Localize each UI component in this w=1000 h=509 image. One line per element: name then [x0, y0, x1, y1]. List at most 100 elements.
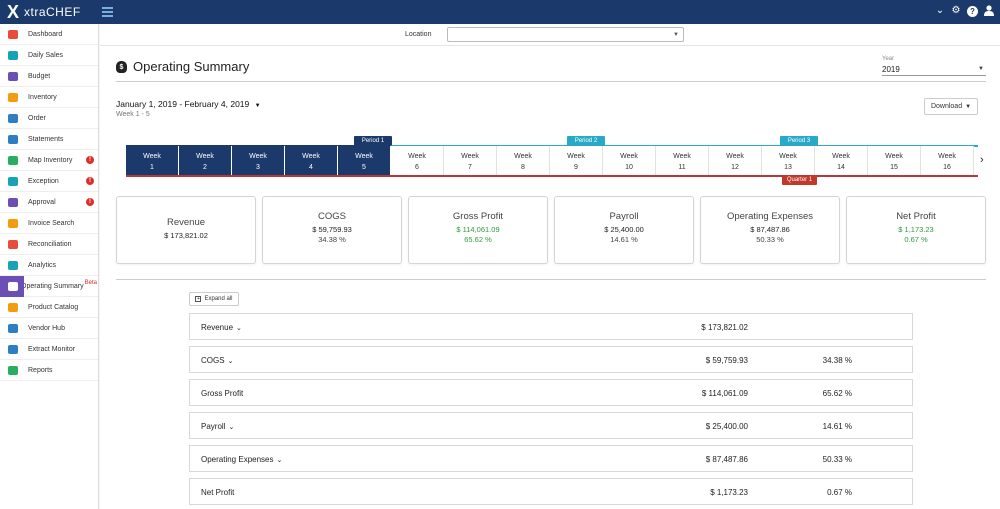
gear-icon[interactable]: ⚙ [951, 5, 961, 16]
period-label: Period 3 [787, 138, 811, 144]
week-cell[interactable]: Week 1 [126, 146, 179, 176]
expand-icon: + [195, 296, 202, 302]
card-title: Payroll [609, 211, 639, 222]
date-range-select[interactable]: January 1, 2019 - February 4, 2019 ▼ [116, 99, 261, 109]
week-cell[interactable]: Week 7 [444, 146, 497, 176]
row-label-text: Operating Expenses [201, 455, 274, 464]
week-cell[interactable]: Week 4 [285, 146, 338, 176]
chevron-right-icon[interactable]: › [980, 154, 984, 166]
brand-name: xtraCHEF [24, 5, 81, 19]
week-range: Week 1 - 5 [116, 111, 150, 118]
row-label[interactable]: COGS ⌄ [201, 356, 233, 365]
expand-all-button[interactable]: + Expand all [189, 292, 239, 306]
period-tag[interactable]: Period 1 [354, 136, 392, 146]
row-value: $ 173,821.02 [701, 323, 748, 332]
main-content: $ Operating Summary Year 2019 ▼ January … [100, 46, 1000, 509]
sidebar-item-approval[interactable]: Approval! [0, 192, 98, 213]
app-logo[interactable]: X xtraCHEF [7, 3, 81, 21]
sidebar-item-label: Daily Sales [28, 51, 64, 59]
card-title: Gross Profit [452, 211, 504, 222]
menu-toggle-icon[interactable] [102, 7, 113, 17]
table-row[interactable]: Payroll ⌄ $ 25,400.00 14.61 % [189, 412, 913, 439]
row-label[interactable]: Payroll ⌄ [201, 422, 234, 431]
sidebar-item-label: Analytics [28, 261, 57, 269]
chevron-down-icon[interactable]: ⌄ [228, 424, 235, 431]
week-cell[interactable]: Week 15 [868, 146, 921, 176]
sidebar: Dashboard Daily Sales Budget Inventory Order… [0, 24, 99, 509]
week-cell[interactable]: Week 9 [550, 146, 603, 176]
week-label: Week [832, 153, 850, 160]
summary-card-net-profit: Net Profit $ 1,173.23 0.67 % [846, 196, 986, 264]
week-label: Week [885, 153, 903, 160]
week-number: 16 [943, 164, 951, 171]
week-cell[interactable]: Week 12 [709, 146, 762, 176]
week-label: Week [938, 153, 956, 160]
table-row[interactable]: Operating Expenses ⌄ $ 87,487.86 50.33 % [189, 445, 913, 472]
sidebar-item-label: Extract Monitor [28, 345, 76, 353]
chevron-down-icon[interactable]: ⌄ [236, 325, 242, 332]
user-icon[interactable] [984, 5, 994, 17]
sidebar-item-inventory[interactable]: Inventory [0, 87, 98, 108]
week-cell[interactable]: Week 2 [179, 146, 232, 176]
row-label: Gross Profit [201, 389, 243, 398]
sidebar-item-extract-monitor[interactable]: Extract Monitor [0, 339, 98, 360]
search-icon [8, 218, 18, 228]
chevron-down-icon[interactable]: ⌄ [227, 358, 234, 365]
sidebar-item-order[interactable]: Order [0, 108, 98, 129]
period-label: Period 2 [574, 138, 598, 144]
quarter-tag[interactable]: Quarter 1 [782, 176, 817, 185]
sidebar-item-daily-sales[interactable]: Daily Sales [0, 45, 98, 66]
card-percent: 14.61 % [610, 235, 638, 244]
row-label-text: Gross Profit [201, 389, 244, 398]
year-select[interactable]: 2019 [882, 65, 900, 74]
location-select[interactable]: ▼ [447, 27, 684, 42]
table-row[interactable]: Revenue ⌄ $ 173,821.02 [189, 313, 913, 340]
sidebar-item-map-inventory[interactable]: Map Inventory! [0, 150, 98, 171]
row-label-text: Net Profit [201, 488, 235, 497]
week-cell[interactable]: Week 13 [762, 146, 815, 176]
row-label[interactable]: Revenue ⌄ [201, 323, 242, 332]
sidebar-item-vendor-hub[interactable]: Vendor Hub [0, 318, 98, 339]
sidebar-item-budget[interactable]: Budget [0, 66, 98, 87]
period-tag[interactable]: Period 2 [567, 136, 605, 146]
week-cell[interactable]: Week 10 [603, 146, 656, 176]
summary-card-payroll: Payroll $ 25,400.00 14.61 % [554, 196, 694, 264]
location-bar: Location ▼ [100, 24, 1000, 46]
row-label-text: COGS [201, 356, 225, 365]
week-cell[interactable]: Week 5 [338, 146, 391, 176]
week-number: 14 [837, 164, 845, 171]
row-label-text: Payroll [201, 422, 226, 431]
sidebar-item-invoice-search[interactable]: Invoice Search [0, 213, 98, 234]
sidebar-item-operating-summary[interactable]: Operating Summary Beta [0, 276, 98, 297]
help-icon[interactable]: ? [967, 5, 978, 17]
caret-down-icon[interactable]: ▼ [978, 66, 984, 72]
card-value: $ 59,759.93 [312, 225, 352, 234]
summary-card-revenue: Revenue $ 173,821.02 [116, 196, 256, 264]
chevron-down-icon[interactable]: ⌄ [935, 5, 945, 16]
row-percent: 34.38 % [822, 356, 852, 365]
week-cell[interactable]: Week 8 [497, 146, 550, 176]
row-percent: 65.62 % [822, 389, 852, 398]
sidebar-item-reconciliation[interactable]: Reconciliation [0, 234, 98, 255]
sidebar-item-analytics[interactable]: Analytics [0, 255, 98, 276]
period-tag[interactable]: Period 3 [780, 136, 818, 146]
sidebar-item-exception[interactable]: Exception! [0, 171, 98, 192]
table-row[interactable]: COGS ⌄ $ 59,759.93 34.38 % [189, 346, 913, 373]
week-cell[interactable]: Week 11 [656, 146, 709, 176]
download-button[interactable]: Download ▼ [924, 98, 978, 115]
row-label[interactable]: Operating Expenses ⌄ [201, 455, 282, 464]
sidebar-item-reports[interactable]: Reports [0, 360, 98, 381]
week-cell[interactable]: Week 16 [921, 146, 974, 176]
sidebar-item-product-catalog[interactable]: Product Catalog [0, 297, 98, 318]
week-cell[interactable]: Week 6 [391, 146, 444, 176]
sidebar-item-statements[interactable]: Statements [0, 129, 98, 150]
week-label: Week [196, 153, 214, 160]
week-cell[interactable]: Week 14 [815, 146, 868, 176]
sidebar-item-dashboard[interactable]: Dashboard [0, 24, 98, 45]
sidebar-item-label: Dashboard [28, 30, 63, 38]
sidebar-item-label: Order [28, 114, 46, 122]
chevron-down-icon[interactable]: ⌄ [276, 457, 283, 464]
week-cell[interactable]: Week 3 [232, 146, 285, 176]
week-label: Week [302, 153, 320, 160]
week-number: 8 [521, 164, 525, 171]
